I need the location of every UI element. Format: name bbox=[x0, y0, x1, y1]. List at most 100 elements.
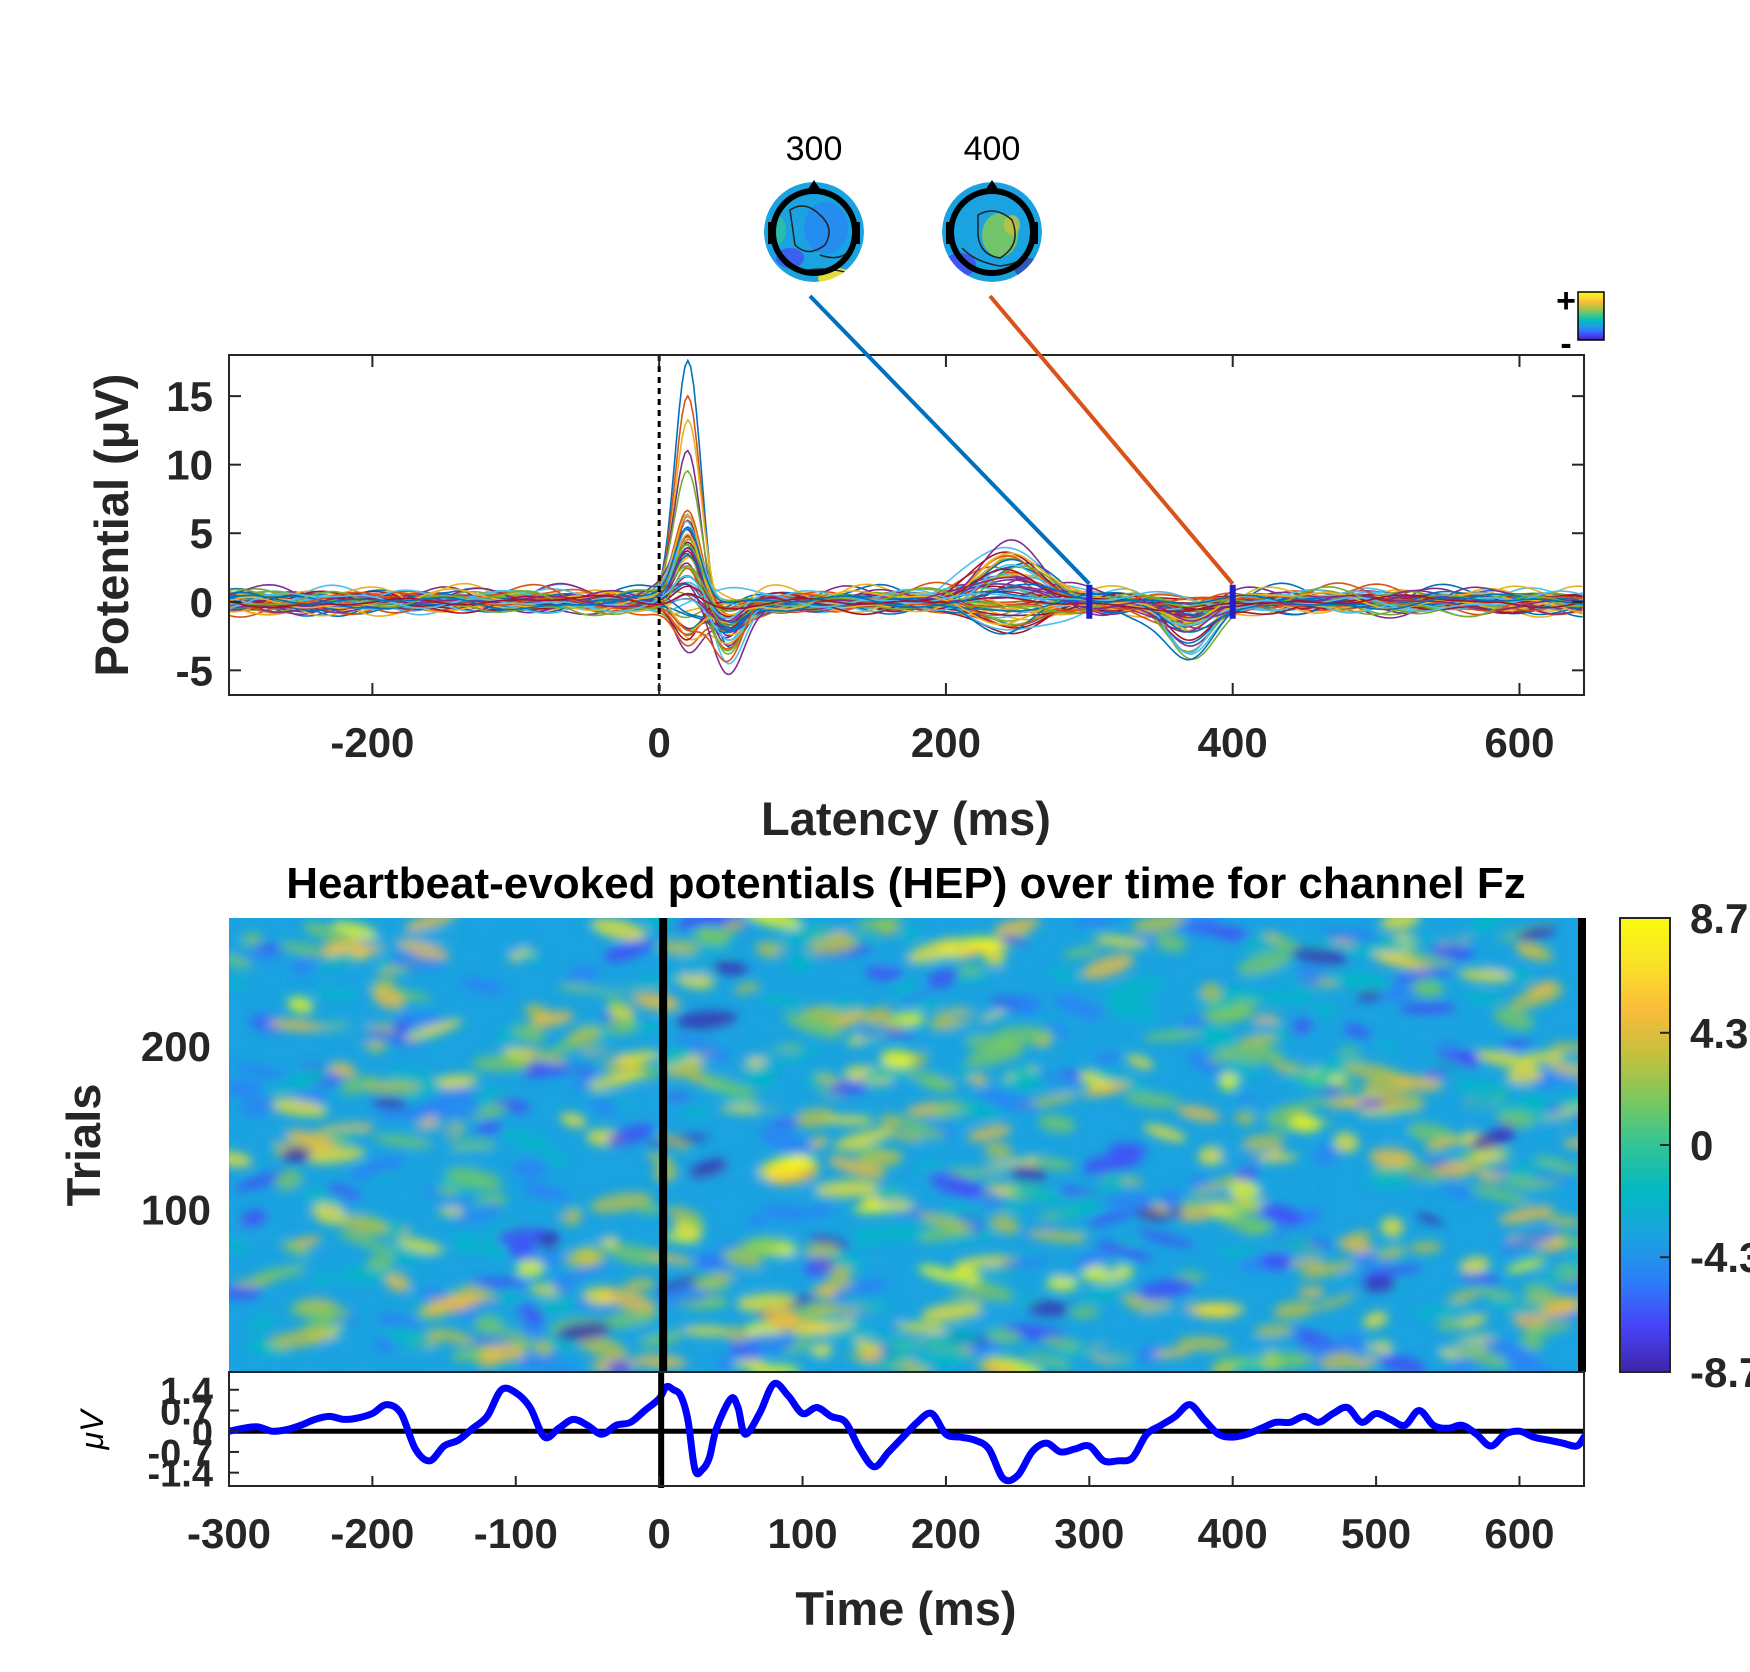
erpimage-cell bbox=[1143, 1124, 1187, 1142]
erpimage-cell bbox=[1100, 1172, 1127, 1184]
erp-average-x-tick-label: -200 bbox=[330, 1510, 414, 1557]
erpimage-cell bbox=[1459, 1256, 1491, 1275]
erpimage-cells bbox=[229, 918, 1584, 1372]
erpimage-cell bbox=[1040, 1024, 1074, 1036]
topoplot-300-connector bbox=[808, 294, 1091, 586]
erpimage-cell bbox=[1337, 1334, 1368, 1354]
erpimage-cell bbox=[1491, 1164, 1512, 1176]
erpimage-cell bbox=[413, 1123, 459, 1138]
erpimage-cell bbox=[1401, 1160, 1444, 1182]
erpimage-cell bbox=[481, 1343, 527, 1363]
erpimage-cell bbox=[267, 1019, 325, 1032]
erpimage-cell bbox=[853, 1305, 904, 1325]
erpimage-cell bbox=[823, 1251, 867, 1269]
erpimage-cell bbox=[1506, 968, 1533, 983]
erpimage-cell bbox=[636, 1203, 663, 1215]
scalp-erp-x-tick-label: 600 bbox=[1484, 719, 1554, 766]
erpimage-cell bbox=[1100, 1255, 1122, 1274]
erpimage-cell bbox=[977, 1360, 1019, 1372]
erpimage-cell bbox=[305, 1273, 341, 1285]
erpimage-cell bbox=[1219, 1044, 1284, 1064]
erpimage-cell bbox=[955, 946, 985, 959]
erpimage-cell bbox=[1392, 1023, 1417, 1040]
erpimage-cell bbox=[520, 1047, 567, 1065]
erpimage-cell bbox=[815, 1073, 843, 1086]
erpimage-cell bbox=[1458, 968, 1514, 983]
erpimage-cell bbox=[1176, 1105, 1221, 1122]
erpimage-cell bbox=[723, 918, 746, 932]
erpimage-cell bbox=[459, 1284, 496, 1303]
erpimage-cell bbox=[1294, 965, 1323, 985]
erpimage-cell bbox=[1481, 1338, 1541, 1365]
erpimage-cell bbox=[539, 1202, 570, 1221]
erpimage-cell bbox=[1126, 1054, 1154, 1070]
erpimage-cell bbox=[430, 1074, 479, 1090]
erpimage-cell bbox=[239, 1209, 268, 1228]
erpimage-cell bbox=[1543, 1100, 1564, 1115]
erpimage-cell bbox=[1210, 1364, 1232, 1372]
erpimage-cell bbox=[1360, 1347, 1383, 1359]
erpimage-cell bbox=[833, 1128, 893, 1150]
erpimage-cell bbox=[896, 1322, 948, 1334]
topoplot-400-label: 400 bbox=[964, 130, 1021, 168]
erpimage-cell bbox=[1341, 1062, 1402, 1082]
erpimage-cell bbox=[265, 1210, 308, 1223]
erpimage-cell bbox=[1350, 1358, 1378, 1370]
topoplot-300-left-ear bbox=[768, 222, 776, 244]
erpimage-cell bbox=[915, 1349, 973, 1369]
erpimage-cell bbox=[628, 1324, 658, 1338]
colorbar-tick-label: 0 bbox=[1690, 1122, 1713, 1169]
erpimage-cell bbox=[397, 939, 450, 960]
erpimage-cell bbox=[1230, 1216, 1270, 1234]
erpimage-cell bbox=[1468, 1149, 1511, 1161]
erpimage-cell bbox=[229, 954, 253, 969]
erp-average-x-tick-label: 300 bbox=[1054, 1510, 1124, 1557]
erpimage-cell bbox=[586, 1227, 616, 1243]
erpimage-cell bbox=[496, 1027, 518, 1046]
topoplot-400-right-ear bbox=[1030, 222, 1038, 244]
erpimage-cell bbox=[530, 1010, 574, 1028]
erpimage-y-tick-label: 100 bbox=[141, 1187, 211, 1234]
erpimage-cell bbox=[1458, 1270, 1501, 1285]
erpimage-cell bbox=[916, 1136, 939, 1151]
erpimage-cell bbox=[1141, 1307, 1195, 1325]
erpimage-cell bbox=[858, 1022, 888, 1042]
erpimage-cell bbox=[475, 1120, 502, 1134]
erpimage-cell bbox=[1216, 1247, 1264, 1258]
erpimage-cell bbox=[1257, 1203, 1303, 1225]
erpimage-cell bbox=[290, 958, 314, 976]
colorbar-tick-label: 4.3 bbox=[1690, 1010, 1748, 1057]
erpimage-cell bbox=[758, 1161, 788, 1181]
erpimage-cell bbox=[1137, 1278, 1195, 1300]
erpimage-cell bbox=[1287, 1260, 1327, 1269]
erpimage-cell bbox=[1136, 1230, 1194, 1247]
erpimage-cell bbox=[1234, 1111, 1256, 1125]
erpimage-cell bbox=[853, 1227, 880, 1247]
erpimage-cell bbox=[357, 938, 415, 951]
erpimage-cell bbox=[1084, 1210, 1135, 1228]
erpimage-cell bbox=[606, 1123, 654, 1147]
erpimage-cell bbox=[803, 1243, 841, 1258]
erpimage-cell bbox=[268, 1328, 330, 1349]
erpimage-cell bbox=[854, 918, 904, 931]
erpimage-cell bbox=[291, 1066, 330, 1087]
erpimage-cell bbox=[266, 1097, 329, 1117]
erpimage-cell bbox=[438, 1185, 460, 1196]
erpimage-cell bbox=[812, 1285, 840, 1299]
topoplot-400-connector bbox=[988, 294, 1235, 586]
erpimage-cell bbox=[1563, 1138, 1584, 1148]
erpimage-cell bbox=[952, 1265, 982, 1285]
erpimage-cell bbox=[1214, 1356, 1251, 1366]
erpimage-cell bbox=[560, 1112, 587, 1128]
erpimage-cell bbox=[741, 1048, 792, 1061]
erpimage-cell bbox=[870, 1225, 929, 1243]
erpimage-cell bbox=[1200, 982, 1222, 1002]
erpimage-cell bbox=[397, 1237, 445, 1254]
erpimage-cell bbox=[852, 1201, 911, 1214]
erpimage-cell bbox=[1082, 1081, 1131, 1097]
erpimage-cell bbox=[761, 1214, 825, 1234]
erpimage-cell bbox=[229, 1230, 288, 1245]
erpimage-cell bbox=[1433, 1037, 1477, 1053]
erpimage-cell bbox=[920, 1302, 983, 1322]
erpimage-cell bbox=[1469, 918, 1507, 934]
